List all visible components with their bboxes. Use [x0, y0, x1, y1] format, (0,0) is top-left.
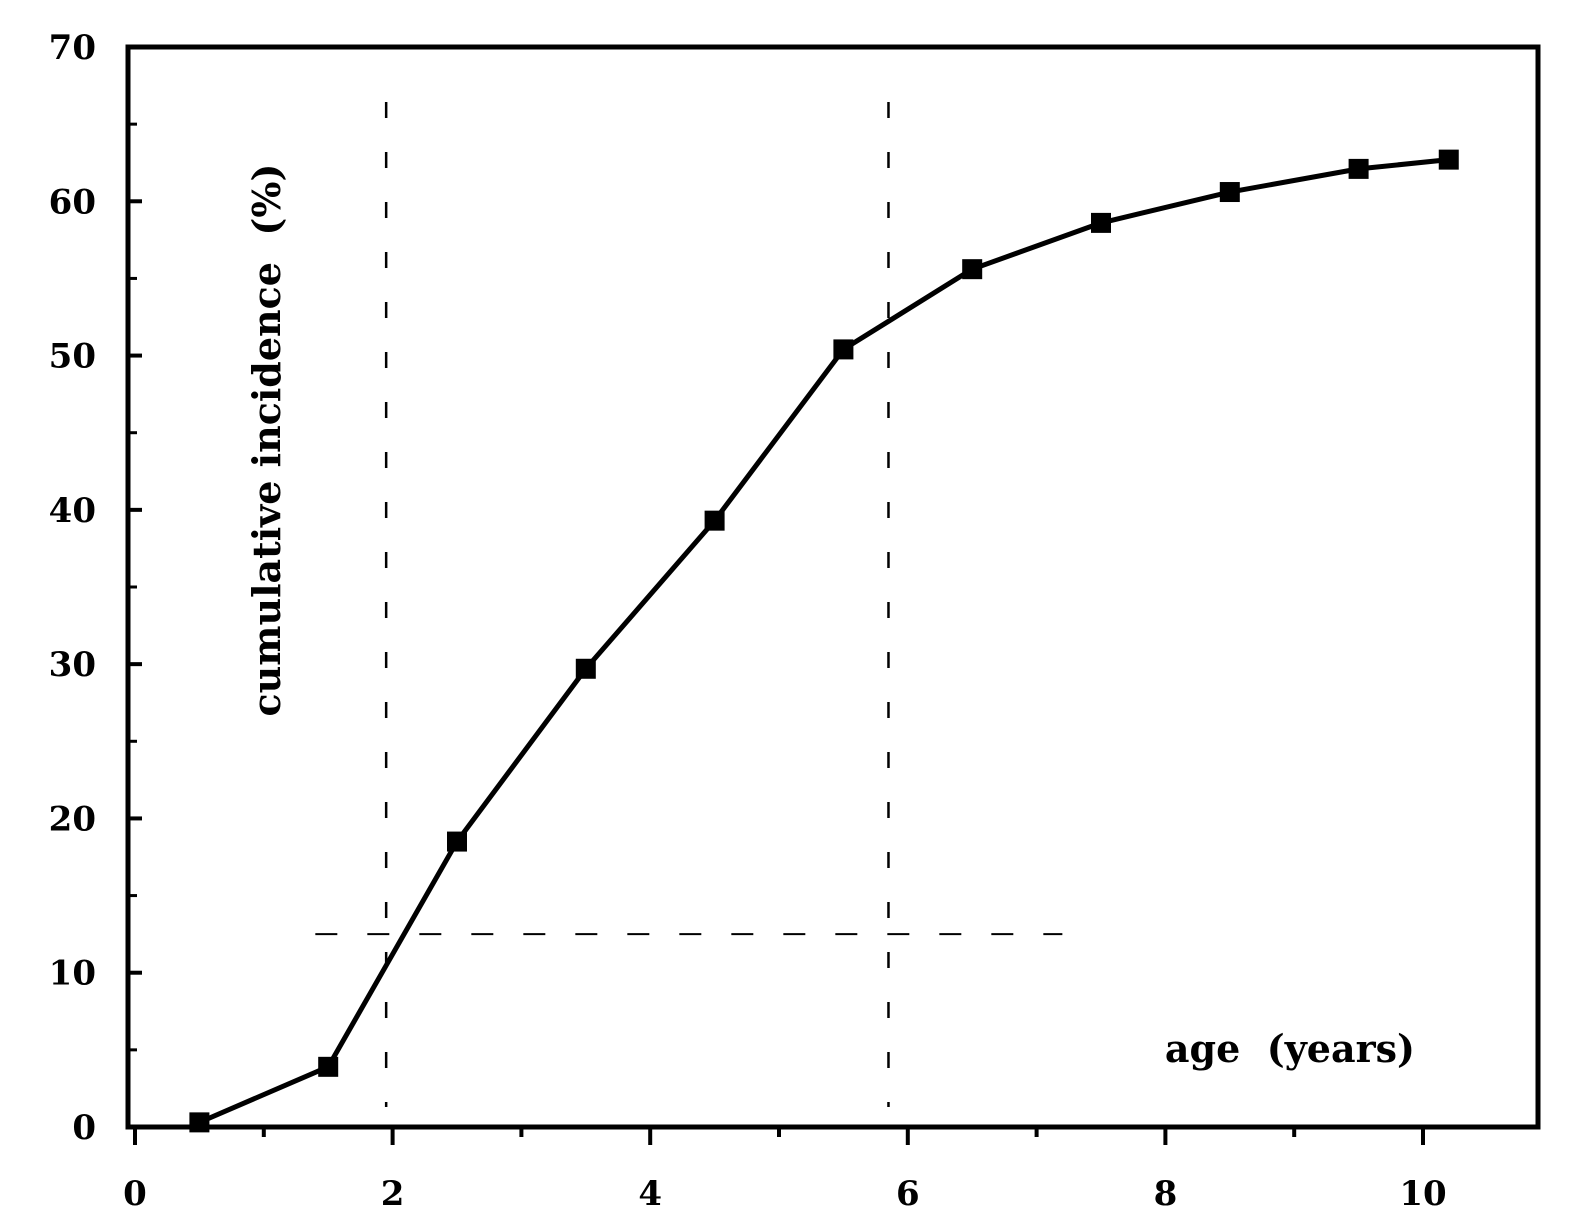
data-point-marker	[1438, 149, 1459, 170]
y-axis-ticks: 0 10 20 30 40 50 60 70	[49, 28, 142, 1148]
data-point-marker	[704, 510, 725, 531]
data-point-marker	[189, 1112, 210, 1133]
y-tick-label: 70	[49, 28, 96, 68]
y-tick-label: 20	[49, 799, 96, 839]
data-point-marker	[833, 339, 854, 360]
x-tick-label: 8	[1154, 1174, 1178, 1214]
y-tick-label: 30	[49, 645, 96, 685]
y-axis-title: cumulative incidence (%)	[244, 164, 289, 717]
plot-frame	[125, 44, 1541, 1130]
y-tick-label: 10	[49, 954, 96, 994]
x-axis-ticks: 0 2 4 6 8 10	[123, 1127, 1447, 1214]
data-point-marker	[962, 259, 983, 280]
data-point-marker	[318, 1056, 339, 1077]
y-tick-label: 50	[49, 337, 96, 377]
x-tick-label: 6	[896, 1174, 920, 1214]
x-axis-title: age (years)	[1165, 1026, 1415, 1071]
y-tick-label: 0	[72, 1108, 96, 1148]
y-tick-label: 40	[49, 491, 96, 531]
x-tick-label: 4	[638, 1174, 662, 1214]
x-tick-label: 0	[123, 1174, 147, 1214]
data-point-marker	[447, 831, 467, 852]
data-point-marker	[1091, 212, 1111, 233]
x-tick-label: 2	[381, 1174, 405, 1214]
x-tick-label: 10	[1399, 1174, 1446, 1214]
data-point-marker	[575, 658, 596, 679]
data-point-marker	[1219, 182, 1240, 203]
y-tick-label: 60	[49, 182, 96, 222]
data-point-marker	[1348, 158, 1369, 179]
series-layer	[189, 149, 1459, 1133]
reference-lines	[315, 102, 1063, 1107]
